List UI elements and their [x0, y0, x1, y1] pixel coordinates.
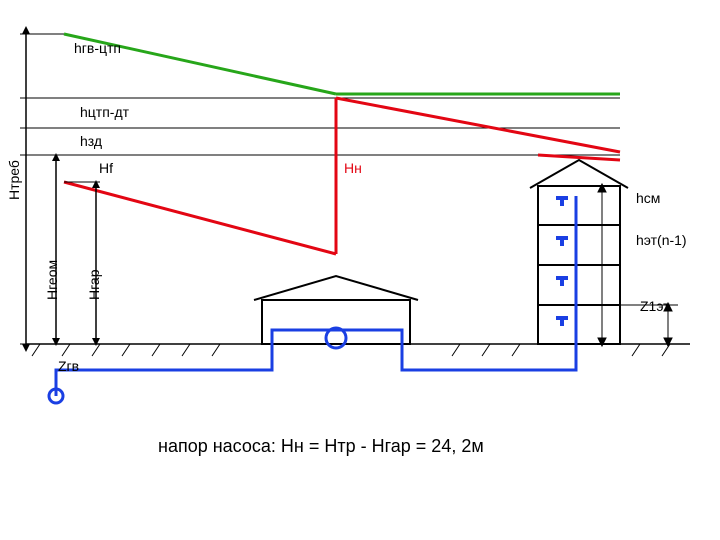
label-z1et: Z1эт — [640, 298, 670, 314]
arrowhead — [92, 180, 100, 188]
caption-formula: напор насоса: Нн = Нтр - Нгар = 24, 2м — [158, 436, 484, 457]
arrowhead — [52, 338, 60, 346]
arrowhead — [92, 338, 100, 346]
label-ntreb: Нтреб — [6, 160, 22, 200]
label-hf: Hf — [99, 160, 113, 176]
label-hgar: Нгар — [86, 270, 102, 300]
label-zgv: Zгв — [58, 358, 79, 374]
label-het: hэт(n-1) — [636, 232, 687, 248]
arrowhead — [22, 344, 30, 352]
ground-hatch — [32, 344, 670, 356]
arrowhead — [52, 153, 60, 161]
piezo-line-red — [64, 182, 336, 254]
tall-building — [530, 160, 628, 344]
ctp-building — [254, 276, 418, 344]
arrowhead — [22, 26, 30, 34]
piezo-line-red — [336, 98, 620, 152]
label-hn: Нн — [344, 160, 362, 176]
hydraulic-diagram — [0, 0, 720, 540]
faucets — [556, 196, 568, 326]
label-hgeom: Нгеом — [44, 260, 60, 300]
label-hgv-ctp: hгв-цтп — [74, 40, 121, 56]
label-hzd: hзд — [80, 133, 102, 149]
label-hctp-dt: hцтп-дт — [80, 104, 129, 120]
label-hcm: hсм — [636, 190, 660, 206]
